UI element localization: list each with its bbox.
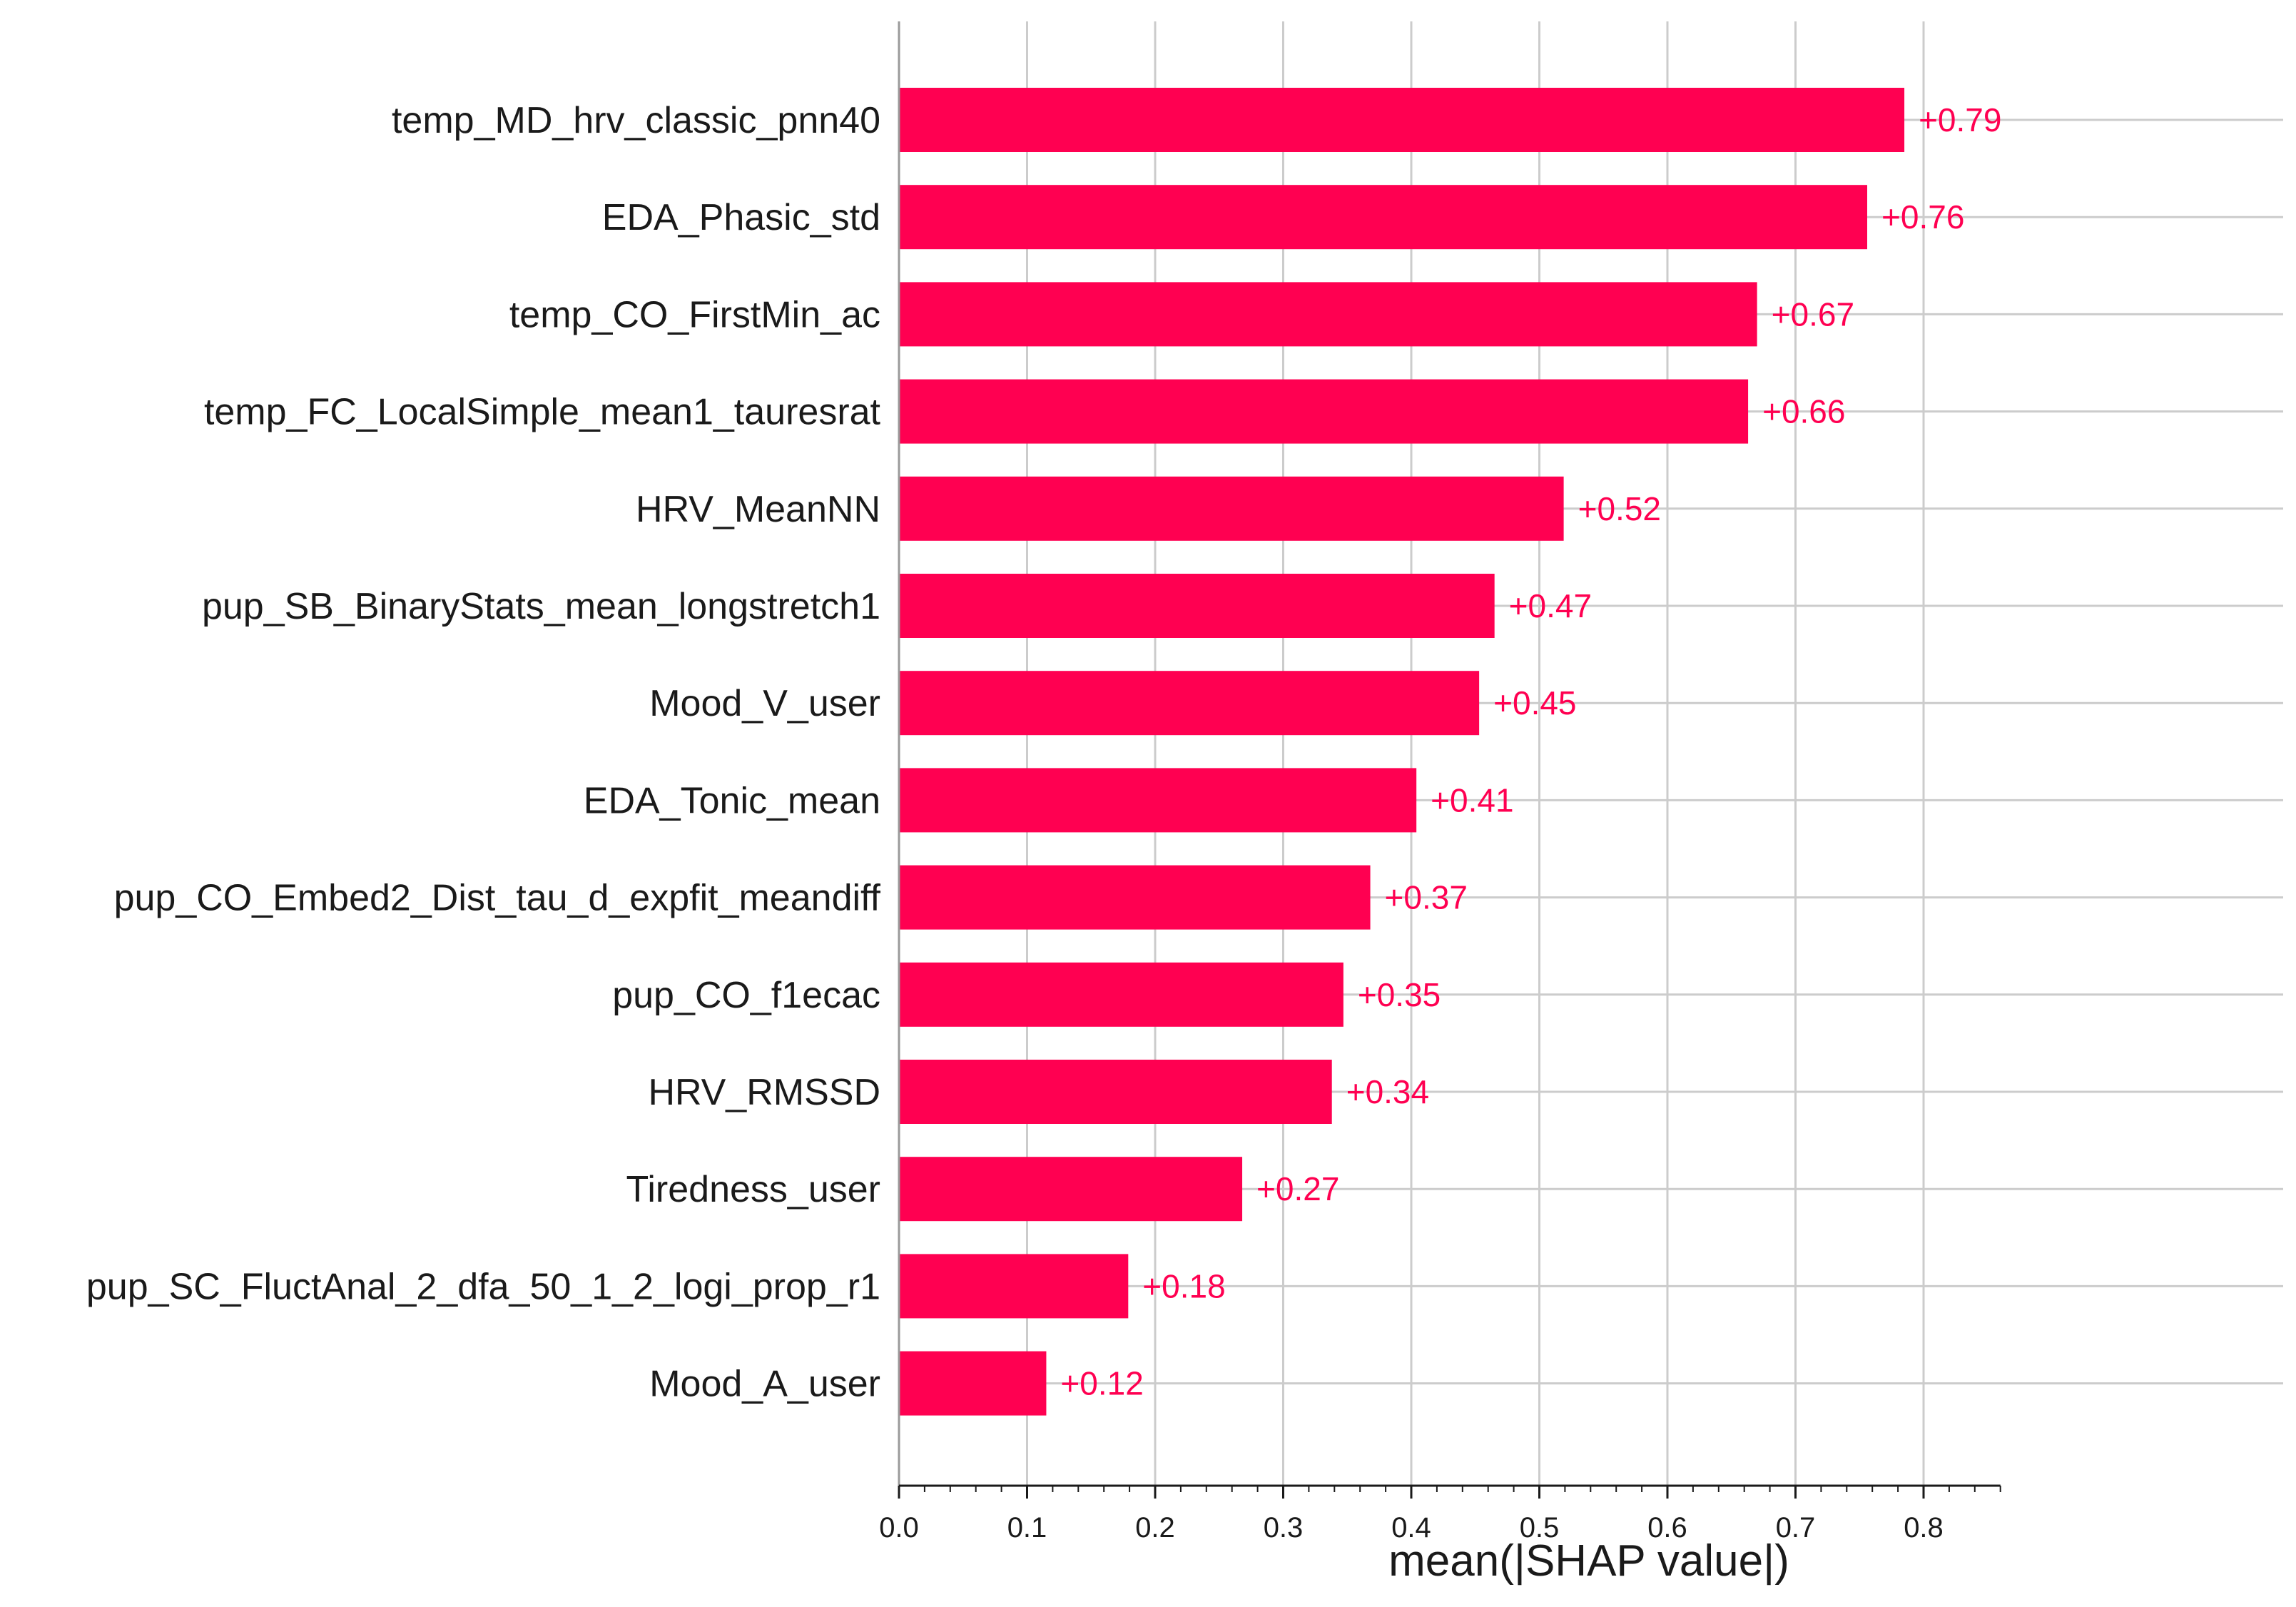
feature-label: temp_MD_hrv_classic_pnn40 (392, 100, 880, 141)
x-tick-label: 0.0 (879, 1512, 919, 1543)
bar (899, 1351, 1047, 1416)
feature-label: pup_SB_BinaryStats_mean_longstretch1 (202, 586, 880, 627)
value-label: +0.18 (1142, 1267, 1225, 1304)
bar (899, 88, 1905, 152)
feature-label: pup_CO_Embed2_Dist_tau_d_expfit_meandiff (114, 878, 881, 919)
x-axis-title: mean(|SHAP value|) (1388, 1536, 1789, 1586)
bar (899, 768, 1417, 833)
feature-label: pup_CO_f1ecac (612, 975, 880, 1016)
value-label: +0.41 (1431, 781, 1513, 818)
feature-label: pup_SC_FluctAnal_2_dfa_50_1_2_logi_prop_… (86, 1266, 880, 1307)
feature-label: Mood_V_user (649, 683, 880, 724)
feature-label: HRV_RMSSD (648, 1072, 880, 1113)
bar (899, 962, 1343, 1027)
value-label: +0.47 (1509, 587, 1592, 624)
x-tick-label: 0.3 (1264, 1512, 1304, 1543)
x-tick-label: 0.2 (1135, 1512, 1175, 1543)
value-label: +0.37 (1385, 879, 1468, 916)
feature-label: Tiredness_user (626, 1169, 880, 1210)
value-label: +0.79 (1919, 101, 2001, 138)
bar (899, 476, 1564, 541)
bar (899, 185, 1868, 250)
value-label: +0.35 (1358, 976, 1441, 1013)
x-tick-label: 0.5 (1520, 1512, 1560, 1543)
feature-label: HRV_MeanNN (636, 489, 880, 530)
value-label: +0.66 (1762, 393, 1845, 430)
x-tick-label: 0.7 (1776, 1512, 1816, 1543)
value-label: +0.52 (1578, 490, 1661, 527)
bar (899, 1060, 1332, 1124)
value-label: +0.67 (1772, 295, 1854, 333)
bar (899, 574, 1495, 638)
feature-label: EDA_Phasic_std (602, 197, 880, 238)
value-label: +0.76 (1881, 198, 1964, 235)
x-tick-label: 0.1 (1007, 1512, 1047, 1543)
bar (899, 865, 1371, 930)
x-axis: 0.0 0.1 0.2 0.3 0.4 0.5 0.6 0.7 0.8 (879, 21, 2001, 1543)
feature-label: temp_CO_FirstMin_ac (509, 294, 880, 335)
feature-label: temp_FC_LocalSimple_mean1_tauresrat (204, 392, 881, 433)
feature-label: EDA_Tonic_mean (584, 780, 880, 821)
x-tick-label: 0.8 (1904, 1512, 1944, 1543)
bar (899, 379, 1749, 444)
value-label: +0.34 (1346, 1073, 1429, 1110)
bar (899, 1157, 1243, 1222)
value-label: +0.27 (1256, 1170, 1339, 1207)
x-tick-label: 0.6 (1647, 1512, 1687, 1543)
bar (899, 1254, 1129, 1319)
x-tick-label: 0.4 (1391, 1512, 1431, 1543)
bar (899, 671, 1480, 736)
value-label: +0.45 (1493, 684, 1576, 721)
bars-layer: temp_MD_hrv_classic_pnn40 +0.79 EDA_Phasic… (86, 88, 2001, 1416)
bar (899, 282, 1757, 347)
feature-label: Mood_A_user (649, 1364, 880, 1405)
value-label: +0.12 (1060, 1365, 1143, 1402)
